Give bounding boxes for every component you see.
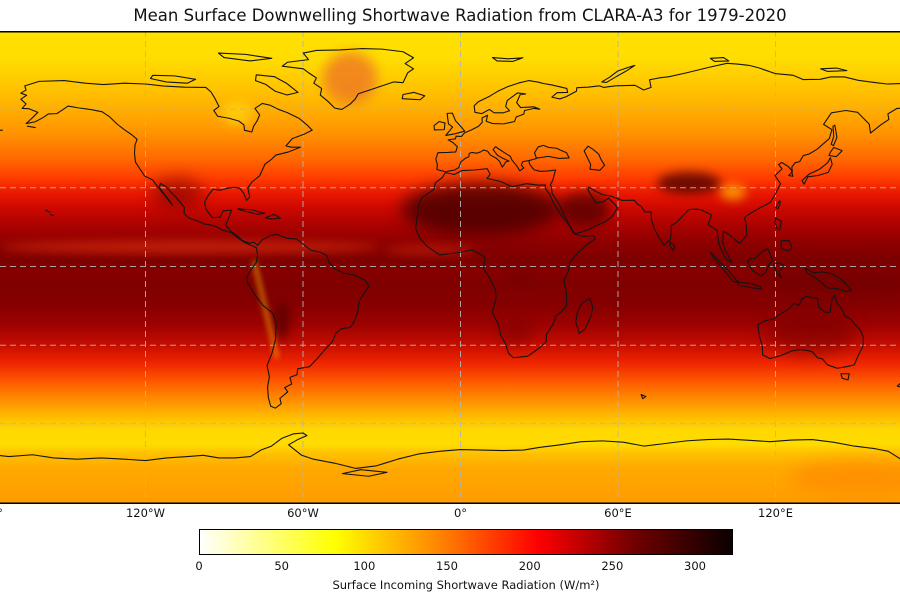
island-ellesmere	[218, 53, 271, 61]
coast-americas	[21, 81, 369, 408]
island-tasmania	[841, 374, 849, 380]
colorbar-tick-150: 150	[436, 559, 458, 573]
island-baffin	[255, 75, 298, 95]
island-taiwan	[776, 200, 781, 208]
island-hawaii	[46, 210, 54, 216]
xtick-60e: 60°E	[604, 506, 632, 520]
lake-caspian	[584, 146, 604, 170]
coast-australia	[758, 295, 864, 368]
coast-ronne-shelf	[342, 470, 387, 477]
island-svalbard	[493, 58, 523, 62]
east-antarctica-tone	[790, 458, 900, 494]
coast-eurasia	[436, 63, 900, 263]
swus-high	[151, 177, 203, 209]
colorbar-tick-100: 100	[353, 559, 376, 573]
xtick-180: 180°	[0, 506, 3, 520]
regional-anomalies	[0, 52, 900, 494]
world-radiation-map	[0, 31, 900, 504]
coast-africa	[416, 169, 596, 358]
atacama-high	[275, 303, 289, 341]
radiation-field	[0, 31, 900, 504]
island-cuba	[238, 209, 265, 215]
island-sakhalin	[831, 125, 837, 145]
island-madagascar	[576, 298, 593, 333]
map-canvas	[0, 31, 900, 504]
island-honshu	[802, 158, 832, 184]
congo-high	[504, 263, 538, 285]
itcz-atlantic-low	[385, 245, 475, 255]
page-title: Mean Surface Downwelling Shortwave Radia…	[133, 6, 787, 25]
colorbar-tick-300: 300	[684, 559, 706, 573]
island-victoria	[150, 75, 195, 83]
island-sulawesi	[773, 263, 784, 277]
tibet-high	[657, 172, 721, 194]
island-new-guinea	[805, 268, 852, 292]
greenland-interior	[323, 52, 377, 104]
island-sri-lanka	[670, 242, 675, 250]
xtick-60w: 60°W	[287, 506, 319, 520]
colorbar-tick-0: 0	[195, 559, 203, 573]
warmpool-high	[770, 264, 900, 296]
island-mindanao	[781, 241, 792, 251]
island-luzon	[775, 218, 781, 230]
hudson-bay-low	[222, 101, 252, 125]
island-java	[737, 282, 761, 289]
colorbar-tick-200: 200	[518, 559, 541, 573]
kalahari-high	[497, 319, 535, 345]
coast-antarctica	[0, 433, 900, 472]
coast-greenland	[282, 49, 413, 110]
sichuan-low	[720, 184, 746, 200]
colorbar	[199, 529, 733, 555]
island-borneo	[747, 249, 772, 276]
andes-bright-ridge	[252, 260, 279, 359]
lake-black-sea	[535, 145, 570, 158]
arabia-high	[558, 192, 610, 226]
australia-high	[767, 312, 855, 354]
island-uk	[446, 113, 465, 135]
sahara-high	[401, 183, 561, 235]
colorbar-tick-50: 50	[274, 559, 290, 573]
coastlines	[0, 49, 900, 477]
xtick-0: 0°	[453, 506, 468, 520]
colorbar-tick-250: 250	[601, 559, 624, 573]
island-new-siberian	[821, 68, 847, 71]
island-severnaya	[710, 58, 728, 62]
island-hispaniola	[265, 214, 280, 219]
map-border	[0, 31, 900, 504]
island-ireland	[434, 122, 445, 130]
itcz-pacific-low	[0, 241, 380, 253]
xtick-120e: 120°E	[758, 506, 793, 520]
island-aleutians	[0, 126, 35, 130]
island-novaya-zemlya	[602, 65, 635, 82]
island-kerguelen	[641, 394, 646, 398]
island-hokkaido	[829, 147, 842, 156]
colorbar-label: Surface Incoming Shortwave Radiation (W/…	[332, 578, 600, 592]
xtick-120w: 120°W	[125, 506, 166, 520]
island-iceland	[402, 92, 425, 99]
